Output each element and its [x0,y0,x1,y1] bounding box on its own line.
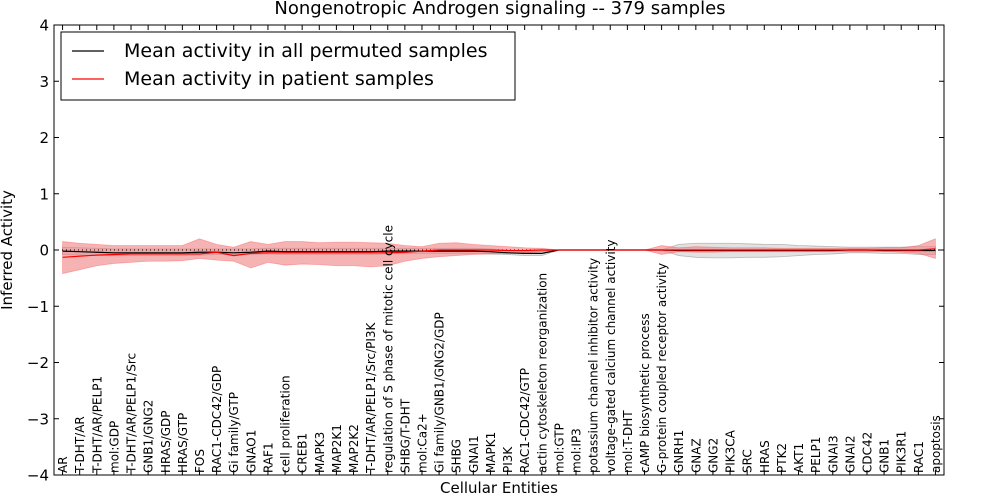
x-tick-label: GNAZ [689,438,703,473]
x-tick-label: HRAS [758,440,772,473]
x-tick-label: mol:GTP [552,423,566,473]
x-tick-label: FOS [193,449,207,473]
x-tick-label: PTK2 [775,443,789,473]
x-tick-label: GNB1 [878,439,892,473]
x-tick-label: G-protein coupled receptor activity [655,263,669,473]
x-tick-label: T-DHT/AR/PELP1 [90,376,104,474]
x-tick-label: cell proliferation [279,375,293,473]
x-tick-label: cAMP biosynthetic process [638,313,652,473]
x-tick-label: HRAS/GTP [176,413,190,473]
x-tick-label: SRC [741,449,755,473]
x-tick-label: RAC1 [912,441,926,473]
y-axis-label: Inferred Activity [0,190,16,310]
x-tick-label: CDC42 [860,432,874,473]
y-tick-label: −4 [27,467,49,485]
x-tick-label: PI3K [501,446,515,473]
x-tick-label: GNAI1 [467,435,481,473]
y-tick-label: 2 [39,129,49,147]
legend: Mean activity in all permuted samples Me… [60,31,516,101]
x-tick-label: GNRH1 [672,430,686,473]
y-tick-label: 3 [39,73,49,91]
x-tick-label: PIK3R1 [895,431,909,473]
x-tick-label: mol:T-DHT [621,410,635,473]
x-tick-label: SHBG/T-DHT [398,398,412,473]
x-tick-label: mol:Ca2+ [415,413,429,473]
x-tick-label: regulation of S phase of mitotic cell cy… [381,225,395,473]
x-tick-label: RAF1 [261,442,275,473]
x-tick-label: GNAI3 [826,435,840,473]
x-tick-label: CREB1 [296,433,310,473]
x-tick-label: T-DHT/AR [73,416,87,474]
x-tick-label: RAC1-CDC42/GTP [518,368,532,473]
x-tick-label: GNAI2 [843,435,857,473]
y-tick-label: 1 [39,185,49,203]
y-tick-label: −2 [27,354,49,372]
x-tick-label: Gi family/GNB1/GNG2/GDP [433,312,447,473]
x-tick-label: actin cytoskeleton reorganization [535,273,549,473]
x-tick-label: AR [56,456,70,473]
x-tick-label: PELP1 [809,437,823,473]
y-tick-label: 4 [39,17,49,35]
x-tick-label: apoptosis [929,415,943,473]
x-tick-label: potassium channel inhibitor activity [587,258,601,473]
x-tick-label: GNAO1 [244,430,258,473]
x-tick-label: Gi family/GTP [227,392,241,473]
patient-mean-line [62,248,936,258]
x-tick-label: MAP2K1 [330,424,344,473]
x-tick-label: T-DHT/AR/PELP1/Src/PI3K [364,321,378,474]
y-tick-label: 0 [39,242,49,260]
x-axis-label: Cellular Entities [440,479,558,497]
x-tick-label: MAP2K2 [347,424,361,473]
plot-area [54,238,944,275]
legend-frame [60,31,516,101]
x-tick-label: voltage-gated calcium channel activity [604,239,618,473]
x-tick-label: T-DHT/AR/PELP1/Src [125,353,139,474]
x-tick-label: mol:GDP [107,421,121,473]
x-tick-label: PIK3CA [724,429,738,473]
y-tick-label: −1 [27,298,49,316]
y-tick-label: −3 [27,410,49,428]
x-tick-label: HRAS/GDP [159,410,173,473]
legend-label-patient: Mean activity in patient samples [124,68,434,90]
chart-title: Nongenotropic Androgen signaling -- 379 … [274,0,725,19]
x-tick-label: GNB1/GNG2 [142,400,156,473]
x-tick-label: RAC1-CDC42/GDP [210,366,224,473]
x-tick-label: MAPK3 [313,432,327,473]
x-tick-label: mol:IP3 [570,428,584,473]
patient-confidence-band [62,238,936,275]
x-tick-label: AKT1 [792,443,806,473]
x-tick-label: MAPK1 [484,432,498,473]
legend-label-permuted: Mean activity in all permuted samples [124,40,487,62]
x-tick-label: SHBG [450,439,464,473]
x-tick-label: GNG2 [706,438,720,473]
